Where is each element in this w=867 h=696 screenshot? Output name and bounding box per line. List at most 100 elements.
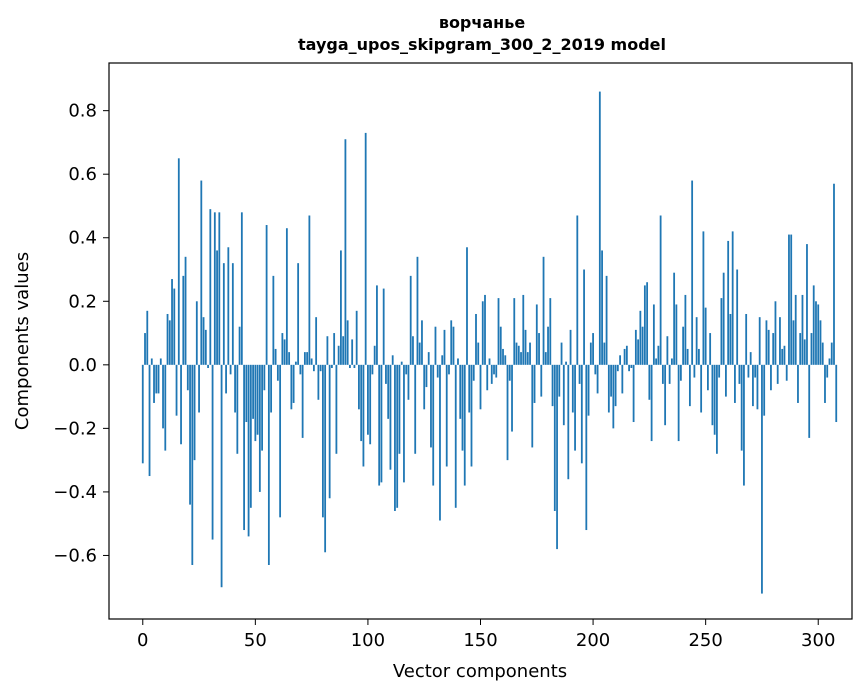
bar-194 xyxy=(578,364,581,384)
bar-74 xyxy=(308,215,311,365)
bar-179 xyxy=(544,352,547,365)
bar-275 xyxy=(761,364,763,594)
bar-17 xyxy=(180,364,182,445)
bar-244 xyxy=(691,180,694,365)
bar-232 xyxy=(664,364,667,426)
bar-237 xyxy=(675,304,678,365)
bar-82 xyxy=(326,336,329,365)
bar-133 xyxy=(441,355,444,365)
bar-113 xyxy=(396,364,399,508)
bar-185 xyxy=(558,364,561,397)
bar-58 xyxy=(272,275,275,365)
bar-147 xyxy=(472,364,475,381)
bar-68 xyxy=(294,361,297,365)
bar-192 xyxy=(574,364,576,451)
bar-198 xyxy=(587,364,590,416)
bar-242 xyxy=(686,348,689,365)
bar-33 xyxy=(216,250,218,365)
bar-298 xyxy=(812,285,815,365)
bar-110 xyxy=(389,364,392,470)
bar-247 xyxy=(698,348,700,365)
bar-90 xyxy=(344,139,347,365)
bar-13 xyxy=(171,279,173,365)
bar-231 xyxy=(661,364,664,384)
bar-227 xyxy=(652,304,655,365)
bar-96 xyxy=(358,364,360,410)
bar-283 xyxy=(779,317,781,365)
bar-37 xyxy=(225,364,227,394)
bar-171 xyxy=(526,352,529,365)
bar-24 xyxy=(195,301,198,365)
bar-104 xyxy=(376,285,378,365)
bar-92 xyxy=(349,364,351,369)
bar-260 xyxy=(727,240,730,365)
bar-143 xyxy=(463,364,466,486)
y-axis-ticks: −0.6 −0.4 −0.2 0.0 0.2 0.4 0.6 0.8 xyxy=(53,101,109,566)
y-tick-label: −0.4 xyxy=(53,482,97,503)
bar-136 xyxy=(448,364,450,375)
bar-214 xyxy=(623,348,626,365)
bar-51 xyxy=(256,364,259,435)
bar-71 xyxy=(301,364,304,438)
bar-15 xyxy=(175,364,178,416)
bar-305 xyxy=(828,358,831,365)
bar-64 xyxy=(285,228,288,365)
bar-301 xyxy=(819,320,822,365)
bar-167 xyxy=(517,345,520,365)
bar-55 xyxy=(265,225,268,365)
bar-213 xyxy=(621,364,624,394)
bar-210 xyxy=(614,364,617,407)
bar-140 xyxy=(457,358,459,365)
bar-176 xyxy=(538,333,540,365)
bar-47 xyxy=(247,364,250,537)
bar-288 xyxy=(790,234,793,365)
bar-238 xyxy=(677,364,680,442)
bar-211 xyxy=(616,364,619,372)
bar-130 xyxy=(434,326,437,365)
plot-frame xyxy=(108,62,853,620)
bar-79 xyxy=(319,364,322,372)
bar-162 xyxy=(506,364,509,461)
bar-205 xyxy=(603,342,606,365)
bar-38 xyxy=(227,247,230,365)
bar-39 xyxy=(229,364,232,375)
bar-203 xyxy=(598,91,601,365)
x-tick-label: 0 xyxy=(137,630,148,651)
bar-69 xyxy=(297,263,300,365)
bar-293 xyxy=(801,294,804,365)
bar-154 xyxy=(488,358,491,365)
bar-172 xyxy=(529,342,531,365)
bar-199 xyxy=(589,342,592,365)
bar-89 xyxy=(342,336,345,365)
bar-251 xyxy=(707,364,709,391)
bar-7 xyxy=(157,364,160,394)
bar-18 xyxy=(182,275,185,365)
bar-19 xyxy=(184,256,187,365)
bar-209 xyxy=(612,364,615,429)
bar-5 xyxy=(153,364,155,403)
bar-141 xyxy=(459,364,462,419)
bar-295 xyxy=(806,244,808,365)
bar-100 xyxy=(367,364,369,435)
y-tick-label: 0.4 xyxy=(68,228,97,249)
bar-181 xyxy=(549,298,552,365)
bar-163 xyxy=(508,364,511,381)
x-tick-label: 100 xyxy=(351,630,385,651)
bar-62 xyxy=(281,333,284,365)
bar-103 xyxy=(373,345,376,365)
bar-118 xyxy=(407,364,410,400)
bar-43 xyxy=(238,326,241,365)
bar-57 xyxy=(270,364,273,413)
bar-183 xyxy=(553,364,556,511)
bar-257 xyxy=(720,298,723,365)
bar-187 xyxy=(562,364,565,426)
bar-76 xyxy=(312,364,315,372)
bar-196 xyxy=(583,269,585,365)
bar-165 xyxy=(513,298,516,365)
chart-subtitle: tayga_upos_skipgram_300_2_2019 model xyxy=(298,35,666,54)
bar-16 xyxy=(177,158,180,365)
bar-30 xyxy=(209,209,212,365)
bar-197 xyxy=(585,364,588,531)
bar-289 xyxy=(792,320,795,365)
